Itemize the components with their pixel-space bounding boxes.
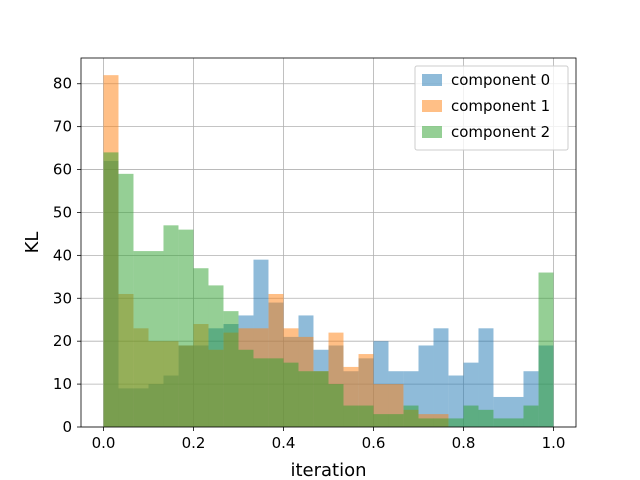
bar (343, 405, 359, 427)
legend-swatch (422, 100, 442, 112)
bar (163, 225, 179, 427)
bar (433, 418, 449, 427)
bar (313, 371, 329, 427)
legend-label: component 0 (451, 71, 550, 89)
y-tick-label: 20 (53, 332, 72, 350)
legend-swatch (422, 126, 442, 138)
bar (193, 268, 209, 427)
bar (283, 362, 299, 427)
x-tick-label: 1.0 (542, 434, 566, 452)
bar (403, 405, 419, 427)
bar (448, 375, 464, 427)
bar (268, 358, 284, 427)
bar (388, 414, 404, 427)
y-tick-label: 30 (53, 289, 72, 307)
y-tick-label: 10 (53, 375, 72, 393)
y-tick-label: 50 (53, 203, 72, 221)
bar (538, 272, 554, 427)
y-tick-label: 60 (53, 161, 72, 179)
bar (118, 173, 134, 427)
bar (448, 418, 464, 427)
y-tick-label: 70 (53, 118, 72, 136)
bar (508, 418, 524, 427)
bar (238, 349, 254, 427)
bar (103, 152, 119, 427)
x-tick-label: 0.6 (362, 434, 386, 452)
bar (493, 418, 509, 427)
bar (133, 251, 149, 427)
bar (478, 328, 494, 427)
bar (433, 328, 449, 427)
bar (328, 384, 344, 427)
y-axis-label: KL (22, 232, 43, 254)
bar (208, 285, 224, 427)
bar (418, 345, 434, 427)
y-tick-label: 40 (53, 246, 72, 264)
y-axis-ticks: 0 10 20 30 40 50 60 70 80 (53, 75, 81, 436)
bar (418, 418, 434, 427)
x-axis-label: iteration (290, 460, 366, 480)
bar (223, 311, 239, 427)
bars (103, 75, 554, 428)
bar (148, 251, 164, 427)
legend-box (414, 65, 569, 151)
bar (463, 405, 479, 427)
bar (178, 229, 194, 427)
x-tick-label: 0.2 (182, 434, 206, 452)
legend: component 0 component 1 component 2 (414, 65, 569, 151)
bar (358, 405, 374, 427)
x-tick-label: 0.0 (92, 434, 116, 452)
series-2 (103, 152, 554, 427)
bar (298, 371, 314, 427)
bar (478, 409, 494, 427)
x-axis-ticks: 0.0 0.2 0.4 0.6 0.8 1.0 (92, 427, 566, 452)
bar (373, 414, 389, 427)
legend-swatch (422, 74, 442, 86)
legend-label: component 1 (451, 97, 550, 115)
x-tick-label: 0.4 (272, 434, 296, 452)
legend-label: component 2 (451, 123, 550, 141)
bar (253, 358, 269, 427)
y-tick-label: 80 (53, 75, 72, 93)
y-tick-label: 0 (62, 418, 72, 436)
bar (523, 405, 539, 427)
plot-frame (80, 57, 577, 428)
x-tick-label: 0.8 (452, 434, 476, 452)
